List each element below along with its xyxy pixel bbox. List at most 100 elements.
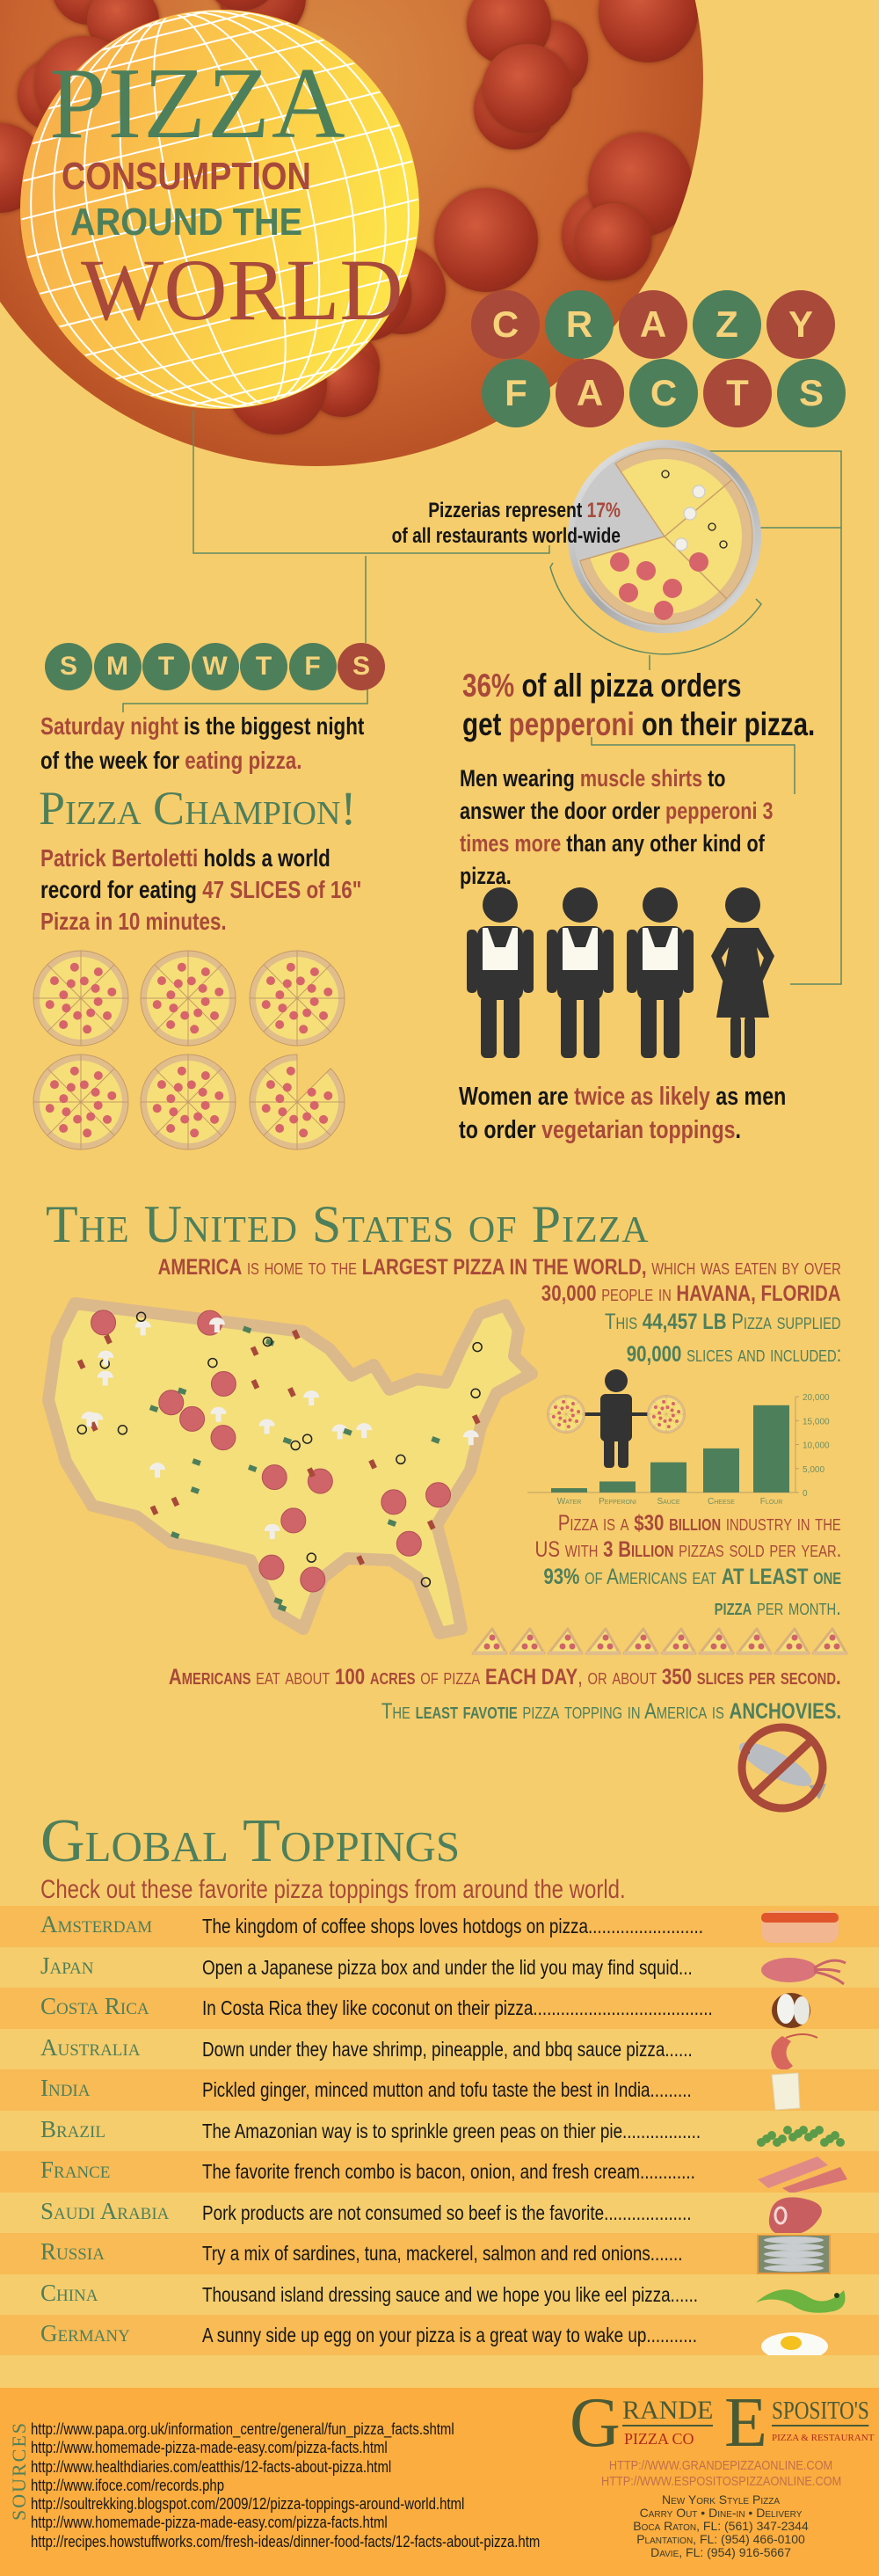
us-fact-line: Pizza is a $30 billion industry in the [558, 1511, 841, 1536]
logo-esposito: E SPOSITO'S PIZZA & RESTAURANT [724, 2388, 874, 2458]
logo-grande-name: RANDE [622, 2396, 714, 2426]
pepper-topping [307, 1467, 316, 1478]
source-link[interactable]: http://www.homemade-pizza-made-easy.com/… [31, 2514, 388, 2532]
pepper-topping [426, 1520, 436, 1530]
text-segment: The [381, 1699, 416, 1724]
slice-line [664, 479, 733, 537]
text-segment: than any other kind of [561, 830, 765, 857]
us-map-pizza [42, 1297, 538, 1639]
mushroom-topping [134, 1320, 151, 1336]
text-segment: 100 acres [335, 1665, 416, 1689]
olive-topping [207, 1357, 218, 1368]
olive-topping [117, 1425, 128, 1435]
crazy-facts-letter: A [619, 290, 687, 359]
address-line: Plantation, FL: (954) 466-0100 [636, 2532, 805, 2546]
topping-description: A sunny side up egg on your pizza is a g… [202, 2324, 697, 2346]
logo-grande-initial: G [570, 2384, 621, 2462]
pizza-slice-icon [471, 1627, 508, 1655]
crazy-facts-letter: R [545, 290, 614, 359]
source-link[interactable]: http://www.papa.org.uk/information_centr… [31, 2420, 454, 2438]
topping-country: Brazil [40, 2115, 105, 2142]
text-line: Pizza in 10 minutes. [40, 906, 424, 938]
address-line: Davie, FL: (954) 916-5667 [650, 2545, 791, 2559]
mushroom-topping [462, 1430, 479, 1446]
text-segment: times more [460, 830, 562, 857]
crazy-facts-letter: S [777, 359, 846, 427]
pizza-slice-icon [585, 1627, 621, 1655]
text-segment: get [462, 706, 509, 742]
link-grande[interactable]: HTTP://WWW.GRANDEPIZZAONLINE.COM [608, 2458, 833, 2473]
text-segment: Men wearing [460, 765, 580, 792]
text-segment: vegetarian toppings [541, 1116, 736, 1144]
source-link[interactable]: http://soultrekking.blogspot.com/2009/12… [31, 2495, 465, 2514]
text-segment: This [605, 1310, 643, 1334]
green-pepper-topping [273, 1597, 283, 1605]
address-line: Carry Out • Dine-in • Delivery [639, 2506, 803, 2520]
link-esposito[interactable]: HTTP://WWW.ESPOSITOSPIZZAONLINE.COM [601, 2474, 842, 2489]
text-segment: twice as likely [574, 1083, 710, 1111]
text-line: answer the door order pepperoni 3 [460, 795, 843, 828]
us-fact-line: 93% of Americans eat AT LEAST one [543, 1565, 841, 1589]
text-segment: Pizza in 10 minutes. [40, 908, 227, 935]
mushroom-topping [264, 1523, 280, 1539]
text-segment: Pizza supplied [726, 1310, 841, 1334]
mushroom-topping [331, 1424, 348, 1440]
text-line: Patrick Bertoletti holds a world [40, 843, 424, 874]
text-segment: eat about [251, 1665, 336, 1689]
mushroom-topping [208, 1317, 225, 1333]
pepperoni-topping [300, 1566, 326, 1593]
bar-cheese [703, 1448, 739, 1492]
us-fact-line: pizza per month. [715, 1595, 841, 1620]
connector-lines [122, 410, 842, 985]
crazy-facts-letter: Z [693, 290, 761, 359]
pepperoni-fact: 36% of all pizza orders get pepperoni on … [462, 667, 828, 744]
topping-country: Australia [40, 2033, 141, 2061]
pizza-champion-heading: Pizza Champion! [39, 782, 357, 835]
source-link[interactable]: http://www.ifoce.com/records.php [31, 2476, 225, 2494]
band-spacer [0, 2355, 879, 2388]
topping-country: Saudi Arabia [40, 2197, 170, 2224]
mushroom-topping [149, 1463, 166, 1478]
squid-icon [756, 1949, 853, 1988]
slice-line [614, 463, 665, 537]
topping-description: Try a mix of sardines, tuna, mackerel, s… [202, 2242, 683, 2265]
text-segment: to order [459, 1116, 542, 1144]
green-pepper-topping [277, 1603, 287, 1612]
connector-line [193, 410, 550, 554]
logo-grande-sub: PIZZA CO [624, 2430, 694, 2448]
x-tick-label: Pepperoni [599, 1497, 636, 1507]
pizza-icon [140, 1054, 236, 1150]
mushroom-topping [258, 1419, 275, 1434]
text-segment: 36% [462, 668, 515, 704]
beef-icon [756, 2194, 853, 2235]
title-pizza: PIZZA [49, 47, 347, 160]
crazy-facts-letter: Y [766, 290, 835, 359]
pie-bracket [549, 562, 762, 655]
text-segment: least favotie [415, 1699, 518, 1724]
pepper-topping [251, 1379, 260, 1390]
green-pepper-topping [177, 1387, 187, 1396]
pepperoni-topping [663, 579, 682, 598]
olive-topping [472, 1341, 483, 1353]
pepper-topping [171, 1496, 180, 1507]
pizza-icon-partial [249, 1054, 345, 1150]
x-tick-label: Cheese [708, 1497, 735, 1507]
globe-parallel [18, 86, 398, 186]
olive-topping [306, 1552, 317, 1563]
text-segment: pizza [714, 1595, 752, 1620]
topping-description: The Amazonian way is to sprinkle green p… [202, 2119, 701, 2142]
crazy-facts-letter: T [703, 359, 772, 427]
x-tick-label: Flour [760, 1497, 783, 1507]
globe-parallel [33, 196, 422, 296]
us-fact-line: The least favotie pizza topping in Ameri… [381, 1699, 841, 1724]
topping-row-russia: Russia Try a mix of sardines, tuna, macke… [0, 2233, 879, 2274]
olive-topping [708, 522, 716, 531]
crazy-facts-letter: C [629, 359, 698, 427]
green-pepper-topping [431, 1435, 440, 1444]
source-link[interactable]: http://www.homemade-pizza-made-easy.com/… [31, 2439, 388, 2457]
source-link[interactable]: http://recipes.howstuffworks.com/fresh-i… [31, 2532, 541, 2550]
source-link[interactable]: http://www.healthdiaries.com/eatthis/12-… [31, 2457, 392, 2476]
green-pepper-topping [282, 1436, 293, 1445]
crazy-facts-letter: A [556, 359, 624, 427]
bar-flour [753, 1405, 789, 1492]
